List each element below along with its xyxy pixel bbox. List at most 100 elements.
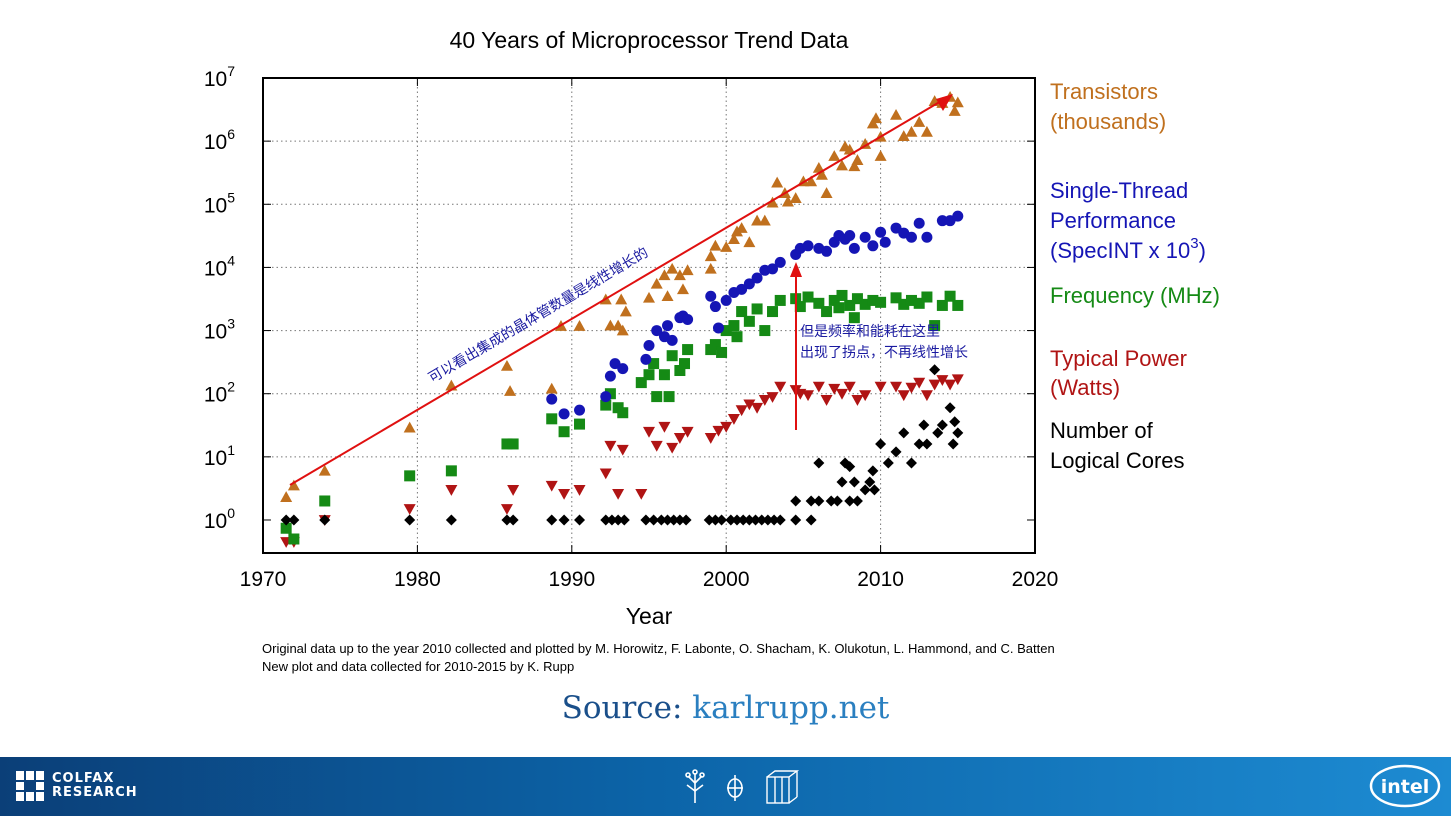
trend-arrow-line — [289, 96, 949, 486]
data-point — [843, 143, 856, 155]
data-point — [287, 479, 300, 491]
data-point — [712, 322, 724, 334]
data-point — [319, 495, 331, 507]
legend: Transistors (thousands) Single-Thread Pe… — [1050, 79, 1220, 473]
data-point — [737, 514, 749, 526]
data-point — [619, 305, 632, 317]
data-point — [759, 325, 771, 337]
footer-center-icons — [685, 769, 800, 804]
chart-title: 40 Years of Microprocessor Trend Data — [450, 27, 849, 53]
colfax-line1: COLFAX — [52, 771, 115, 786]
data-point — [705, 290, 717, 302]
data-point — [635, 488, 648, 500]
data-point — [905, 457, 917, 469]
footer-bar: COLFAX RESEARCH intel — [0, 757, 1451, 816]
data-point — [882, 457, 894, 469]
data-point — [504, 385, 517, 396]
data-point — [651, 325, 663, 337]
cube-frame-icon — [766, 770, 800, 804]
data-point — [802, 390, 815, 402]
data-point — [736, 306, 748, 318]
data-point — [947, 438, 959, 450]
data-point — [867, 294, 879, 306]
y-tick-label: 106 — [204, 126, 235, 154]
data-point — [825, 495, 837, 507]
data-point — [756, 514, 768, 526]
data-point — [558, 408, 570, 420]
data-point — [727, 414, 740, 425]
data-point — [662, 320, 674, 332]
data-point — [762, 514, 774, 526]
data-point — [751, 303, 763, 315]
y-tick-label: 104 — [204, 252, 235, 280]
data-point — [802, 240, 814, 252]
data-point — [867, 240, 879, 252]
data-point — [743, 399, 756, 411]
data-point — [815, 168, 828, 180]
data-point — [875, 296, 887, 308]
data-point — [650, 440, 663, 452]
data-point — [716, 346, 728, 358]
data-point — [500, 504, 513, 515]
colfax-logo: COLFAX RESEARCH — [16, 771, 138, 801]
series-0 — [280, 91, 964, 502]
data-point — [612, 514, 624, 526]
data-point — [836, 289, 848, 301]
data-point — [913, 217, 925, 229]
data-point — [874, 150, 887, 161]
data-point — [928, 379, 941, 391]
data-point — [674, 514, 686, 526]
data-point — [843, 381, 856, 393]
data-point — [604, 440, 617, 452]
data-point — [617, 407, 629, 419]
data-point — [848, 312, 860, 324]
data-point — [820, 395, 833, 406]
data-point — [875, 226, 887, 238]
data-point — [875, 438, 887, 450]
intel-logo: intel — [1369, 764, 1441, 808]
data-point — [821, 245, 833, 257]
data-point — [318, 464, 331, 476]
data-point — [663, 391, 675, 403]
data-point — [813, 495, 825, 507]
data-point — [897, 390, 910, 402]
data-point — [859, 138, 872, 149]
data-point — [828, 294, 840, 306]
data-point — [545, 382, 558, 394]
data-point — [913, 377, 926, 389]
inflection-arrowhead — [790, 262, 802, 277]
data-point — [615, 293, 628, 305]
data-point — [794, 301, 806, 313]
data-point — [844, 299, 856, 311]
trend-arrowhead — [936, 94, 953, 111]
data-point — [720, 294, 732, 306]
x-tick-label: 2020 — [1012, 568, 1059, 591]
data-point — [616, 324, 629, 336]
y-tick-label: 100 — [204, 505, 235, 533]
series-marks — [280, 91, 964, 548]
inflection-note-line1: 但是频率和能耗在这里 — [800, 323, 940, 340]
data-point — [805, 175, 818, 187]
data-point — [681, 426, 694, 438]
data-point — [859, 484, 871, 496]
data-point — [952, 427, 964, 439]
data-point — [951, 96, 964, 108]
data-point — [546, 514, 558, 526]
data-point — [828, 150, 841, 161]
data-point — [674, 365, 686, 377]
data-point — [720, 421, 733, 433]
source-link[interactable]: karlrupp.net — [692, 690, 890, 726]
legend-specint-close: ) — [1199, 238, 1206, 263]
y-tick-label: 101 — [204, 442, 235, 470]
data-point — [844, 230, 856, 242]
data-point — [616, 444, 629, 456]
data-point — [751, 272, 763, 284]
data-point — [867, 465, 879, 477]
data-point — [704, 262, 717, 274]
data-point — [655, 514, 667, 526]
data-point — [743, 315, 755, 327]
data-point — [599, 468, 612, 480]
data-point — [936, 299, 948, 311]
data-point — [898, 298, 910, 310]
data-point — [403, 421, 416, 433]
